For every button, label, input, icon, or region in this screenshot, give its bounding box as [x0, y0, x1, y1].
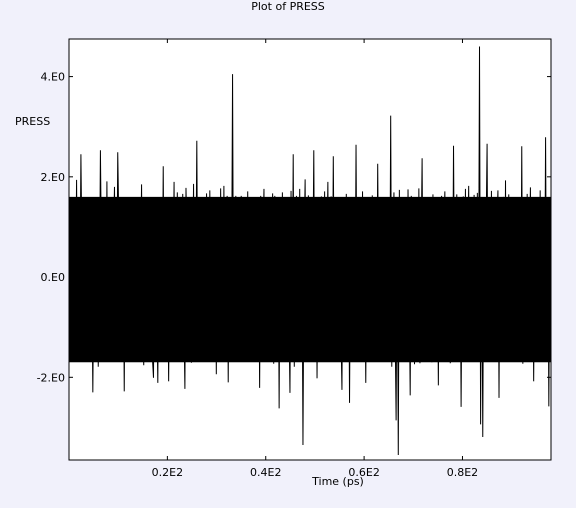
- axis-tick-labels: 0.2E2 0.4E2 0.6E2 0.8E2 -2.E0 0.E0 2.E0 4.E0: [37, 71, 479, 479]
- axis-ticks: [69, 39, 551, 460]
- series-line: [68, 46, 552, 455]
- y-axis-label: PRESS: [15, 115, 50, 128]
- y-tick-label: 2.E0: [41, 171, 65, 184]
- x-tick-label: 0.6E2: [348, 466, 379, 479]
- y-tick-label: 0.E0: [41, 271, 65, 284]
- x-axis-label: Time (ps): [311, 475, 364, 488]
- series-layer: [68, 46, 552, 455]
- y-tick-label: 4.E0: [41, 71, 65, 84]
- x-tick-label: 0.2E2: [152, 466, 183, 479]
- x-tick-label: 0.4E2: [250, 466, 281, 479]
- y-tick-label: -2.E0: [37, 371, 65, 384]
- x-tick-label: 0.8E2: [447, 466, 478, 479]
- chart-title: Plot of PRESS: [251, 0, 325, 13]
- plot-frame: [68, 38, 552, 461]
